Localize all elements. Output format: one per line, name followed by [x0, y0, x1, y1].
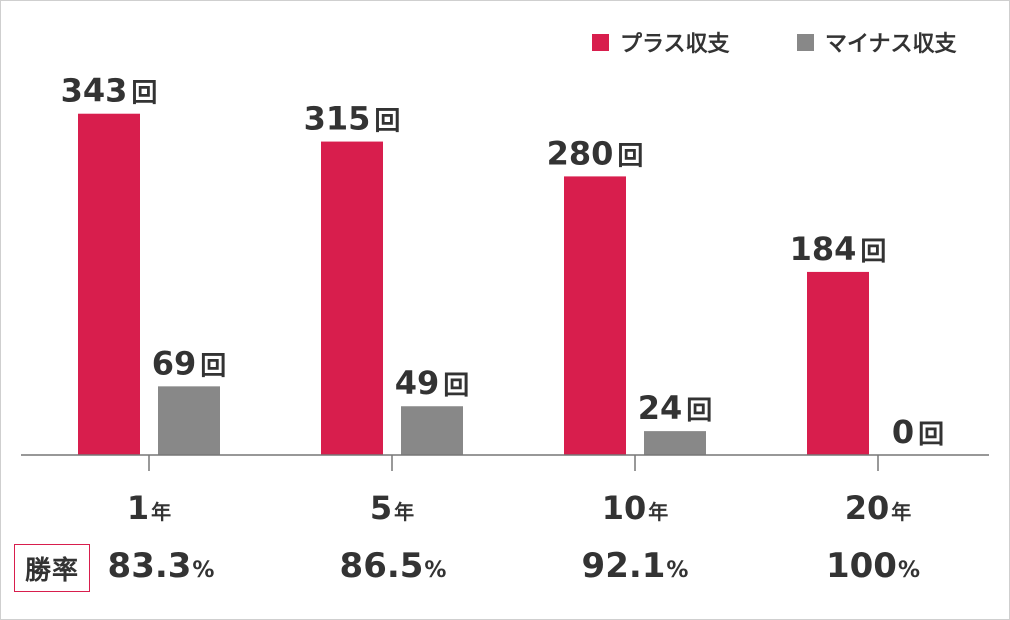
- win-rate-value: 92.1%: [581, 546, 689, 586]
- bar-minus-1: [158, 386, 220, 455]
- legend-label: プラス収支: [620, 32, 731, 57]
- legend-label: マイナス収支: [825, 32, 958, 57]
- legend-swatch: [797, 34, 814, 51]
- win-rate-label: 勝率: [14, 544, 90, 592]
- bar-plus-10: [564, 176, 626, 455]
- data-label: 69 回: [152, 344, 227, 382]
- data-label: 49 回: [395, 364, 470, 402]
- bar-minus-10: [644, 431, 706, 455]
- bar-plus-20: [807, 271, 869, 455]
- data-label: 280 回: [547, 134, 644, 172]
- data-label: 24 回: [638, 389, 713, 427]
- x-tick-label: 10 年: [601, 489, 669, 527]
- win-rate-value: 100%: [825, 546, 921, 586]
- bar-plus-5: [321, 141, 383, 455]
- bar-minus-5: [401, 406, 463, 455]
- data-labels: 343 回 315 回 280 回 184 回 69 回 49 回 24 回 0 回: [61, 72, 945, 451]
- x-tick-label: 20 年: [844, 489, 912, 527]
- legend-swatch: [592, 34, 609, 51]
- x-axis-ticks: [148, 455, 879, 471]
- legend: プラス収支 マイナス収支: [592, 32, 958, 57]
- data-label: 315 回: [304, 100, 401, 138]
- data-label: 343 回: [61, 72, 158, 110]
- data-label: 184 回: [790, 230, 887, 268]
- win-rate-value: 86.5%: [339, 546, 447, 586]
- win-rate-value: 83.3%: [107, 546, 215, 586]
- bars: [78, 113, 869, 455]
- bar-plus-1: [78, 113, 140, 455]
